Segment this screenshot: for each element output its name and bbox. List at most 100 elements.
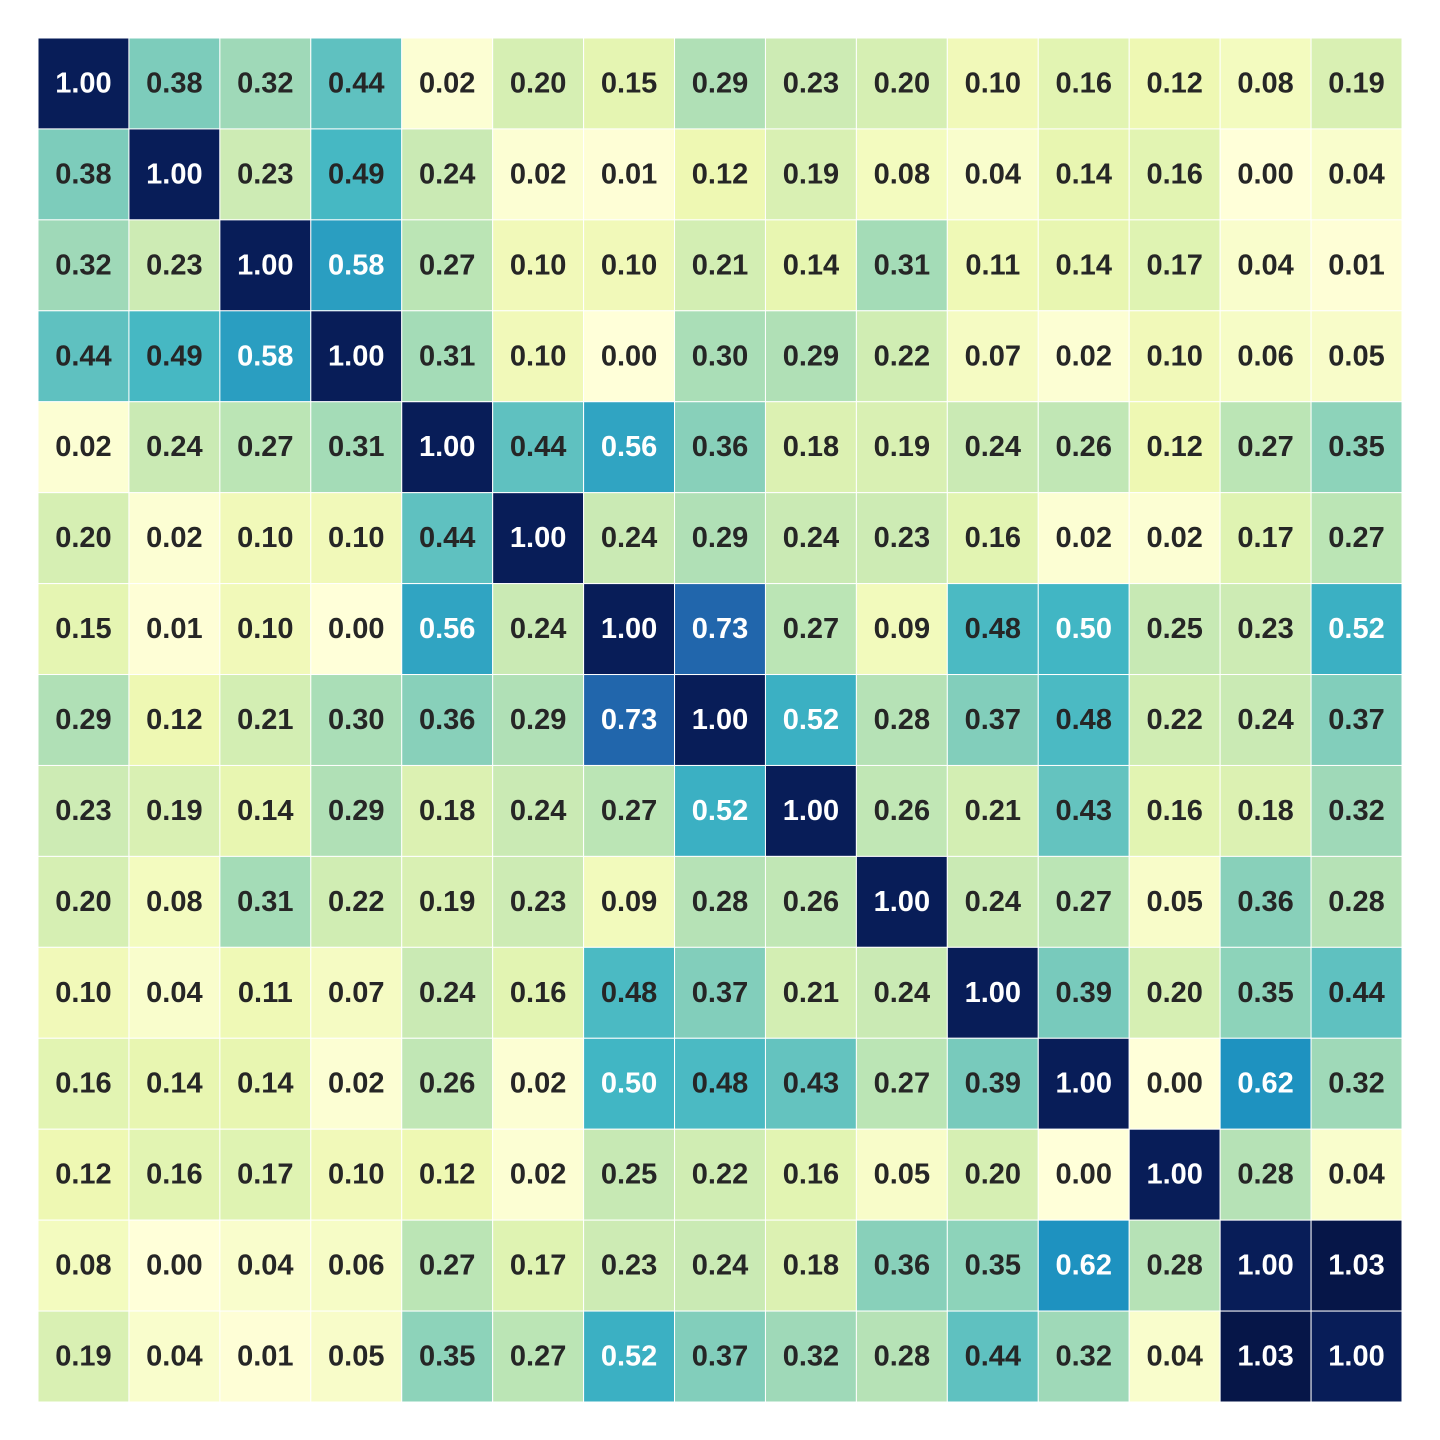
heatmap-cell-r14-c3 — [310, 1310, 403, 1403]
heatmap-value-r6-c8: 0.27 — [783, 613, 839, 645]
heatmap-cell-r10-c7 — [674, 946, 766, 1039]
heatmap-cell-r4-c0 — [37, 401, 130, 494]
heatmap-cell-r10-c0 — [37, 946, 130, 1039]
heatmap-cell-r10-c11 — [1037, 946, 1130, 1039]
heatmap-cell-r1-c14 — [1310, 128, 1403, 221]
heatmap-cell-r3-c0 — [37, 310, 130, 403]
heatmap-value-r7-c13: 0.24 — [1237, 704, 1293, 736]
heatmap-cell-r14-c0 — [37, 1310, 130, 1403]
heatmap-value-r6-c10: 0.48 — [965, 613, 1021, 645]
heatmap-cell-r11-c6 — [583, 1037, 676, 1130]
heatmap-value-r7-c14: 0.37 — [1328, 704, 1384, 736]
heatmap-cell-r2-c14 — [1310, 219, 1403, 312]
heatmap-cell-r11-c14 — [1310, 1037, 1403, 1130]
heatmap-value-r10-c14: 0.44 — [1328, 977, 1384, 1009]
heatmap-value-r0-c8: 0.23 — [783, 67, 839, 99]
heatmap-cell-r8-c7 — [674, 764, 766, 857]
heatmap-cell-r14-c8 — [764, 1310, 857, 1403]
heatmap-value-r6-c5: 0.24 — [510, 613, 566, 645]
heatmap-value-r8-c0: 0.23 — [55, 795, 111, 827]
heatmap-cell-r13-c14 — [1310, 1219, 1403, 1312]
heatmap-value-r8-c14: 0.32 — [1328, 795, 1384, 827]
heatmap-value-r13-c7: 0.24 — [692, 1250, 748, 1282]
heatmap-value-r11-c0: 0.16 — [55, 1068, 111, 1100]
heatmap-value-r9-c1: 0.08 — [146, 886, 202, 918]
heatmap-value-r4-c7: 0.36 — [692, 431, 748, 463]
heatmap-cell-r2-c12 — [1128, 219, 1221, 312]
heatmap-cell-r6-c5 — [492, 583, 585, 676]
heatmap-value-r7-c3: 0.30 — [328, 704, 384, 736]
heatmap-value-r12-c11: 0.00 — [1056, 1159, 1112, 1191]
heatmap-value-r1-c13: 0.00 — [1237, 158, 1293, 190]
heatmap-value-r14-c4: 0.35 — [419, 1341, 475, 1373]
heatmap-value-r12-c3: 0.10 — [328, 1159, 384, 1191]
heatmap-cell-r10-c3 — [310, 946, 403, 1039]
heatmap-value-r12-c2: 0.17 — [237, 1159, 293, 1191]
heatmap-cell-r12-c7 — [674, 1128, 766, 1221]
heatmap-value-r7-c10: 0.37 — [965, 704, 1021, 736]
heatmap-value-r3-c11: 0.02 — [1056, 340, 1112, 372]
heatmap-value-r3-c9: 0.22 — [874, 340, 930, 372]
heatmap-cell-r12-c1 — [128, 1128, 221, 1221]
heatmap-cell-r0-c5 — [492, 37, 585, 130]
heatmap-value-r9-c2: 0.31 — [237, 886, 293, 918]
heatmap-cell-r6-c6 — [583, 583, 676, 676]
heatmap-cell-r13-c3 — [310, 1219, 403, 1312]
heatmap-value-r9-c7: 0.28 — [692, 886, 748, 918]
heatmap-cell-r12-c2 — [219, 1128, 312, 1221]
heatmap-value-r12-c1: 0.16 — [146, 1159, 202, 1191]
heatmap-value-r14-c3: 0.05 — [328, 1341, 384, 1373]
heatmap-cell-r3-c13 — [1219, 310, 1312, 403]
heatmap-cell-r10-c9 — [855, 946, 948, 1039]
heatmap-cell-r8-c2 — [219, 764, 312, 857]
heatmap-value-r4-c11: 0.26 — [1056, 431, 1112, 463]
heatmap-cell-r0-c2 — [219, 37, 312, 130]
heatmap-cell-r2-c8 — [764, 219, 857, 312]
heatmap-cell-r10-c10 — [946, 946, 1039, 1039]
heatmap-value-r4-c10: 0.24 — [965, 431, 1021, 463]
heatmap-cell-r8-c5 — [492, 764, 585, 857]
heatmap-value-r7-c8: 0.52 — [783, 704, 839, 736]
heatmap-cell-r14-c1 — [128, 1310, 221, 1403]
heatmap-value-r13-c3: 0.06 — [328, 1250, 384, 1282]
heatmap-value-r4-c4: 1.00 — [419, 431, 475, 463]
heatmap-cell-r1-c11 — [1037, 128, 1130, 221]
heatmap-cell-r7-c13 — [1219, 674, 1312, 766]
heatmap-value-r4-c12: 0.12 — [1146, 431, 1202, 463]
heatmap-cell-r9-c5 — [492, 855, 585, 948]
heatmap-cell-r13-c1 — [128, 1219, 221, 1312]
heatmap-cell-r10-c14 — [1310, 946, 1403, 1039]
heatmap-value-r2-c2: 1.00 — [237, 249, 293, 281]
heatmap-cell-r0-c14 — [1310, 37, 1403, 130]
heatmap-cell-r11-c13 — [1219, 1037, 1312, 1130]
heatmap-value-r13-c5: 0.17 — [510, 1250, 566, 1282]
heatmap-value-r11-c4: 0.26 — [419, 1068, 475, 1100]
heatmap-cell-r7-c10 — [946, 674, 1039, 766]
heatmap-value-r5-c14: 0.27 — [1328, 522, 1384, 554]
heatmap-cell-r2-c0 — [37, 219, 130, 312]
heatmap-value-r12-c13: 0.28 — [1237, 1159, 1293, 1191]
heatmap-value-r7-c11: 0.48 — [1056, 704, 1112, 736]
heatmap-value-r3-c14: 0.05 — [1328, 340, 1384, 372]
heatmap-cell-r5-c10 — [946, 492, 1039, 585]
heatmap-cell-r7-c4 — [401, 674, 494, 766]
heatmap-cell-r9-c2 — [219, 855, 312, 948]
heatmap-value-r11-c12: 0.00 — [1146, 1068, 1202, 1100]
heatmap-value-r2-c14: 0.01 — [1328, 249, 1384, 281]
heatmap-value-r0-c12: 0.12 — [1146, 67, 1202, 99]
heatmap-cell-r8-c10 — [946, 764, 1039, 857]
heatmap-cell-r11-c9 — [855, 1037, 948, 1130]
heatmap-value-r9-c5: 0.23 — [510, 886, 566, 918]
heatmap-value-r10-c1: 0.04 — [146, 977, 202, 1009]
heatmap-value-r4-c0: 0.02 — [55, 431, 111, 463]
heatmap-value-r2-c12: 0.17 — [1146, 249, 1202, 281]
heatmap-cell-r8-c14 — [1310, 764, 1403, 857]
heatmap-value-r11-c8: 0.43 — [783, 1068, 839, 1100]
heatmap-cell-r14-c14 — [1310, 1310, 1403, 1403]
heatmap-value-r2-c7: 0.21 — [692, 249, 748, 281]
heatmap-value-r1-c7: 0.12 — [692, 158, 748, 190]
heatmap-value-r3-c6: 0.00 — [601, 340, 657, 372]
heatmap-value-r4-c1: 0.24 — [146, 431, 202, 463]
heatmap-value-r13-c8: 0.18 — [783, 1250, 839, 1282]
heatmap-value-r10-c5: 0.16 — [510, 977, 566, 1009]
